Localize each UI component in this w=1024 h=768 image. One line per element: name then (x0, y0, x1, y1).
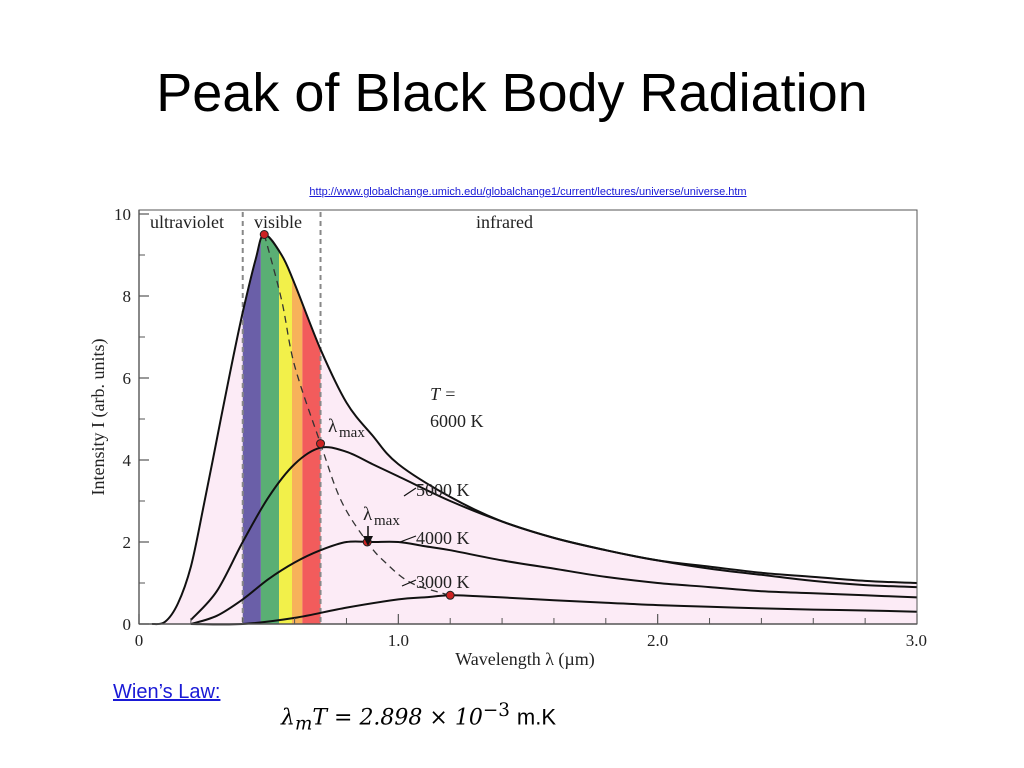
series-layer (151, 233, 918, 626)
y-axis-title: Intensity I (arb. units) (88, 339, 109, 496)
source-url-link[interactable]: http://www.globalchange.umich.edu/global… (309, 186, 747, 198)
series-label-leader-0 (403, 487, 417, 497)
visible-band-0 (242, 234, 261, 624)
peak-marker-0 (259, 230, 269, 239)
peak-locus-line (263, 234, 451, 596)
law-lambda-sub: m (294, 713, 313, 735)
series-line-0 (151, 233, 918, 626)
series-label-leader-2 (401, 579, 417, 587)
y-tick-label-3: 6 (123, 369, 132, 388)
blackbody-chart: 0 2 4 6 8 10 0 1.0 2.0 3.0 Wavelength λ (µm) Inten… (70, 200, 940, 672)
series-line-2 (190, 540, 918, 625)
x-tick-label-1: 1.0 (388, 631, 409, 650)
region-dividers (241, 212, 322, 624)
region-label-visible: visible (254, 212, 302, 232)
labels-layer: Wavelength λ (µm) Intensity I (arb. units… (88, 212, 595, 670)
area-under-top-curve (152, 234, 917, 625)
lambda-max-symbol-1: λ (363, 504, 373, 525)
wien-law-equation: λmT = 2.898 × 10−3 m.K (281, 700, 556, 735)
lambda-max-subscript-0: max (339, 425, 365, 441)
visible-band-3 (292, 234, 303, 624)
law-unit: m.K (516, 704, 556, 730)
x-tick-label-0: 0 (135, 631, 144, 650)
series-label-2: 4000 K (416, 528, 470, 548)
series-label-1: 5000 K (416, 480, 470, 500)
series-line-3 (190, 594, 918, 626)
wien-law-link[interactable]: Wien’s Law: (113, 681, 221, 703)
lambda-max-subscript-1: max (374, 513, 400, 529)
region-label-ultraviolet: ultraviolet (150, 212, 224, 232)
y-tick-label-5: 10 (114, 205, 131, 224)
lambda-max-arrow-head (363, 536, 373, 546)
y-tick-label-0: 0 (123, 615, 132, 634)
law-lambda: λ (281, 705, 295, 731)
visible-band-2 (279, 234, 293, 624)
lambda-max-symbol-0: λ (328, 416, 338, 437)
x-axis-title: Wavelength λ (µm) (455, 649, 595, 670)
y-tick-label-1: 2 (123, 533, 132, 552)
series-label-leader-1 (399, 535, 417, 543)
t-equals-label: T = (430, 384, 456, 404)
slide-title: Peak of Black Body Radiation (156, 63, 868, 123)
y-tick-label-4: 8 (123, 287, 132, 306)
y-tick-label-2: 4 (123, 451, 132, 470)
peak-locus-layer (263, 234, 451, 596)
peak-marker-1 (316, 439, 326, 449)
law-body: T = 2.898 × 10 (312, 705, 483, 731)
series-line-1 (190, 446, 918, 621)
peak-marker-3 (445, 590, 455, 600)
x-tick-label-2: 2.0 (647, 631, 668, 650)
region-label-infrared: infrared (476, 212, 533, 232)
series-label-0: 6000 K (430, 411, 484, 431)
fill-layer (152, 234, 917, 625)
x-tick-label-3: 3.0 (906, 631, 927, 650)
axes-layer: 0 2 4 6 8 10 0 1.0 2.0 3.0 (114, 205, 927, 650)
law-exponent: −3 (482, 700, 510, 721)
visible-band-1 (260, 234, 280, 624)
series-label-3: 3000 K (416, 572, 470, 592)
visible-bands-layer (242, 234, 321, 624)
